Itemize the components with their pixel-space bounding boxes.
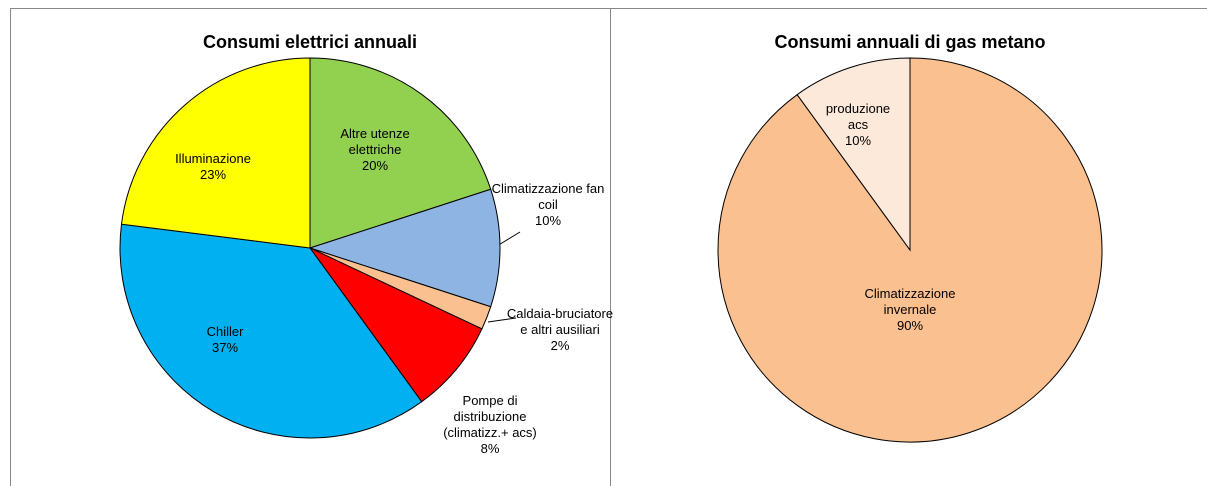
slice-label: Climatizzazione fan coil 10% xyxy=(488,181,608,229)
value-label: 23% xyxy=(199,167,227,182)
pie-slice xyxy=(119,223,423,439)
value-label: 10% xyxy=(844,133,872,148)
value-label: 2% xyxy=(550,338,570,353)
slice-label: Pompe di distribuzione (climatizz.+ acs)… xyxy=(435,393,545,457)
category-label: Caldaia-bruciatore e altri ausiliari xyxy=(506,306,614,337)
value-label: 20% xyxy=(361,158,389,173)
category-label: Climatizzazione fan coil xyxy=(491,181,605,212)
category-label: Pompe di distribuzione (climatizz.+ acs) xyxy=(443,393,537,440)
leader-line xyxy=(496,231,521,247)
value-label: 37% xyxy=(211,340,239,355)
pie-slice xyxy=(120,57,311,249)
slice-label: Climatizzazione invernale 90% xyxy=(845,286,975,334)
slice-label: Chiller 37% xyxy=(180,324,270,356)
category-label: Altre utenze elettriche xyxy=(340,126,410,157)
chart-title: Consumi elettrici annuali xyxy=(202,32,418,52)
category-label: produzione acs xyxy=(825,101,891,132)
pie-slice xyxy=(796,57,911,252)
slice-label: Illuminazione 23% xyxy=(158,151,268,183)
pie-slice xyxy=(308,188,501,308)
slice-label: produzione acs 10% xyxy=(818,101,898,149)
category-label: Chiller xyxy=(206,324,244,339)
slice-label: Caldaia-bruciatore e altri ausiliari 2% xyxy=(505,306,615,354)
category-label: Climatizzazione invernale xyxy=(864,286,956,317)
leader-line xyxy=(487,317,517,323)
slice-label: Altre utenze elettriche 20% xyxy=(320,126,430,174)
pie-slice xyxy=(309,247,483,403)
pie-slice xyxy=(309,57,492,249)
panel-border xyxy=(610,8,1207,486)
value-label: 10% xyxy=(534,213,562,228)
category-label: Illuminazione xyxy=(175,151,251,166)
chart-title: Consumi annuali di gas metano xyxy=(774,32,1046,52)
value-label: 90% xyxy=(896,318,924,333)
value-label: 8% xyxy=(480,441,500,456)
